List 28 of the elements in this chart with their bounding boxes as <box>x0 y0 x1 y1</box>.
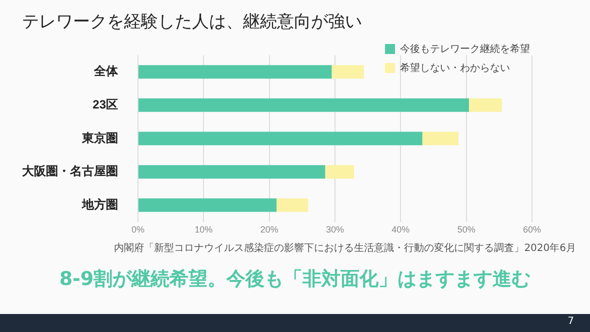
bar <box>325 165 354 179</box>
bar <box>138 98 469 112</box>
text: 7 <box>568 316 574 327</box>
legend-label: 今後もテレワーク継続を希望 <box>400 42 530 56</box>
bar <box>468 98 502 112</box>
y-tick-label: 地方圏 <box>81 197 118 212</box>
x-tick-label: 50% <box>457 224 476 235</box>
y-tick-label: 東京圏 <box>81 130 118 145</box>
y-tick-label: 大阪圏・名古屋圏 <box>22 164 118 178</box>
legend-label: 希望しない・わからない <box>400 62 510 75</box>
text: 内閣府「新型コロナウイルス感染症の影響下における生活意識・行動の変化に関する調査」2020年6月 <box>114 242 576 255</box>
bar <box>138 65 332 79</box>
x-tick-label: 60% <box>522 224 542 235</box>
bar <box>138 165 326 179</box>
x-tick-label: 20% <box>260 224 278 235</box>
bar <box>138 198 277 212</box>
bar <box>422 132 458 146</box>
x-tick-label: 0% <box>131 224 145 235</box>
x-tick-label: 40% <box>392 224 410 235</box>
bar <box>138 132 422 146</box>
x-tick-label: 10% <box>194 224 213 235</box>
y-tick-label: 23区 <box>92 97 118 112</box>
chart-title: テレワークを経験した人は、継続意向が強い <box>22 11 362 33</box>
x-tick-label: 30% <box>326 224 344 235</box>
text: 8-9割が継続希望。今後も「非対面化」はますます進む <box>58 267 532 292</box>
bar <box>332 65 364 79</box>
y-tick-label: 全体 <box>93 64 119 78</box>
bar <box>276 198 308 212</box>
